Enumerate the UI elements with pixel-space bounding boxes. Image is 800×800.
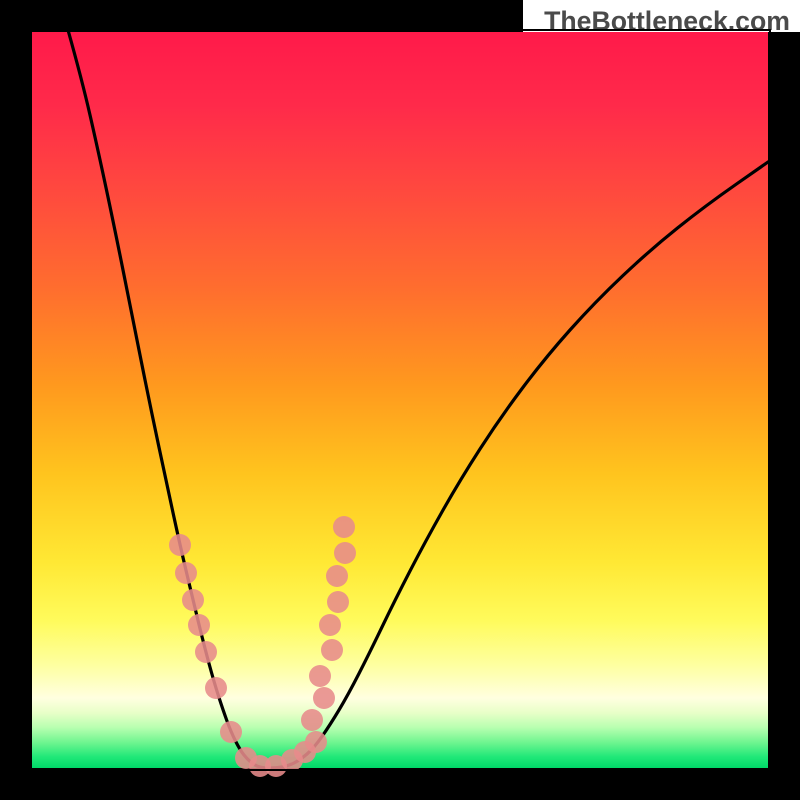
marker-group bbox=[169, 516, 356, 777]
data-marker bbox=[326, 565, 348, 587]
data-marker bbox=[220, 721, 242, 743]
plot-inner-border bbox=[30, 30, 770, 770]
data-marker bbox=[205, 677, 227, 699]
data-marker bbox=[313, 687, 335, 709]
data-marker bbox=[309, 665, 331, 687]
data-marker bbox=[321, 639, 343, 661]
bottleneck-curve bbox=[68, 30, 768, 768]
data-marker bbox=[182, 589, 204, 611]
data-marker bbox=[333, 516, 355, 538]
data-marker bbox=[169, 534, 191, 556]
data-marker bbox=[305, 731, 327, 753]
data-marker bbox=[319, 614, 341, 636]
data-marker bbox=[334, 542, 356, 564]
data-marker bbox=[195, 641, 217, 663]
chart-svg bbox=[0, 0, 800, 800]
data-marker bbox=[188, 614, 210, 636]
data-marker bbox=[327, 591, 349, 613]
data-marker bbox=[175, 562, 197, 584]
data-marker bbox=[301, 709, 323, 731]
